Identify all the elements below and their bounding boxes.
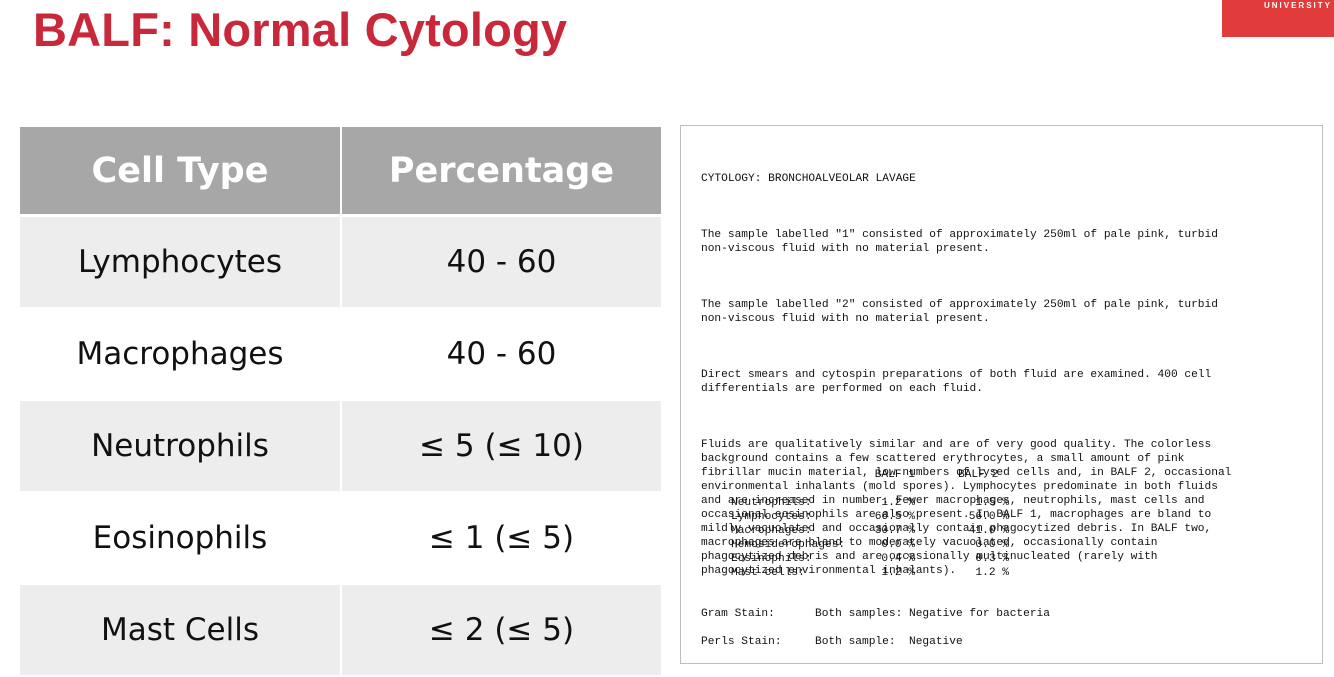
perls-stain-label: Perls Stain: [701,636,782,648]
differential-row: Neutrophils: 1.2 % 1.5 % [731,496,1009,510]
balf1-value: 30.7 % [874,525,915,537]
cell-type: Neutrophils [91,428,269,464]
table-row: Macrophages 40 - 60 [20,309,661,401]
report-paragraph: The sample labelled "1" consisted of app… [701,229,1218,255]
differential-row: Mast cells: 1.2 % 1.2 % [731,566,1009,580]
cell-percentage: 40 - 60 [446,244,557,280]
balf1-value: 0.4 % [881,553,915,565]
cytology-report: CYTOLOGY: BRONCHOALVEOLAR LAVAGE The sam… [680,125,1323,664]
differential-label: Macrophages: [731,525,812,537]
differential-row: Hemosiderophages: 0.0 % 0.0 % [731,538,1009,552]
balf1-value: 1.2 % [881,497,915,509]
report-text: CYTOLOGY: BRONCHOALVEOLAR LAVAGE The sam… [701,144,1231,620]
cell-percentage: ≤ 2 (≤ 5) [428,612,575,648]
balf2-value: 41.0 % [968,525,1009,537]
gram-stain-label: Gram Stain: [701,608,775,620]
balf1-value: 66.5 % [874,511,915,523]
report-paragraph: Direct smears and cytospin preparations … [701,369,1212,395]
differential-table: BALF 1 BALF 2 Neutrophils: 1.2 % 1.5 % L… [731,468,1009,580]
table-row: Lymphocytes 40 - 60 [20,217,661,309]
table-row: Mast Cells ≤ 2 (≤ 5) [20,585,661,677]
table-row: Neutrophils ≤ 5 (≤ 10) [20,401,661,493]
table-header-row: Cell Type Percentage [20,127,661,217]
report-paragraph: The sample labelled "2" consisted of app… [701,299,1218,325]
balf2-header: BALF 2 [958,469,999,481]
cell-type: Mast Cells [101,612,259,648]
balf2-value: 56.0 % [968,511,1009,523]
perls-stain-row: Perls Stain: Both sample: Negative [701,635,1050,649]
cell-type: Lymphocytes [77,244,283,280]
report-paragraph: Fluids are qualitatively similar and are… [701,439,1232,577]
university-logo: UNIVERSITY [1222,0,1334,37]
table-row: Eosinophils ≤ 1 (≤ 5) [20,493,661,585]
header-percentage: Percentage [388,150,615,191]
differential-label: Neutrophils: [731,497,812,509]
differential-row: Macrophages: 30.7 % 41.0 % [731,524,1009,538]
cytology-table: Cell Type Percentage Lymphocytes 40 - 60… [20,127,661,677]
header-cell-type: Cell Type [91,150,269,191]
differential-label: Eosinophils: [731,553,812,565]
balf2-value: 0.3 % [975,553,1009,565]
balf1-header: BALF 1 [874,469,915,481]
balf1-value: 0.0 % [881,539,915,551]
cell-percentage: ≤ 5 (≤ 10) [419,428,584,464]
balf1-value: 1.2 % [881,567,915,579]
differential-label: Hemosiderophages: [731,539,846,551]
perls-stain-value: Both sample: Negative [815,636,963,648]
differential-row: Eosinophils: 0.4 % 0.3 % [731,552,1009,566]
stain-results: Gram Stain: Both samples: Negative for b… [701,607,1050,663]
cell-type: Eosinophils [92,520,268,556]
differential-row: Lymphocytes: 66.5 % 56.0 % [731,510,1009,524]
cell-type: Macrophages [76,336,284,372]
cell-percentage: ≤ 1 (≤ 5) [428,520,575,556]
differential-label: Lymphocytes: [731,511,812,523]
balf2-value: 1.5 % [975,497,1009,509]
gram-stain-row: Gram Stain: Both samples: Negative for b… [701,607,1050,621]
slide-title: BALF: Normal Cytology [33,3,568,56]
cell-percentage: 40 - 60 [446,336,557,372]
report-heading: CYTOLOGY: BRONCHOALVEOLAR LAVAGE [701,173,916,185]
logo-text: UNIVERSITY [1263,1,1332,10]
balf2-value: 0.0 % [975,539,1009,551]
gram-stain-value: Both samples: Negative for bacteria [815,608,1050,620]
differential-label: Mast cells: [731,567,805,579]
differential-header: BALF 1 BALF 2 [731,468,1009,482]
balf2-value: 1.2 % [975,567,1009,579]
